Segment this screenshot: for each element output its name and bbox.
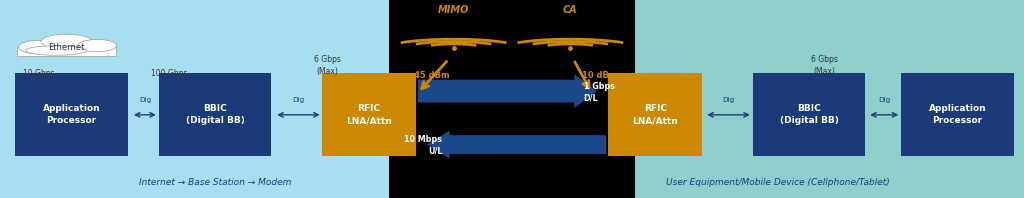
- Polygon shape: [0, 0, 435, 198]
- Text: CA: CA: [563, 5, 578, 15]
- Text: Dig: Dig: [723, 97, 734, 103]
- FancyArrow shape: [427, 131, 606, 158]
- Text: 6 Gbps: 6 Gbps: [811, 55, 838, 64]
- Text: U/L: U/L: [428, 147, 442, 156]
- Text: Application
Processor: Application Processor: [929, 104, 986, 125]
- Text: MIMO: MIMO: [438, 5, 469, 15]
- Text: 10 dBm: 10 dBm: [582, 71, 617, 80]
- Text: (Max): (Max): [316, 67, 339, 76]
- Text: Dig: Dig: [293, 97, 304, 103]
- Text: 45 dBm: 45 dBm: [415, 71, 450, 80]
- Ellipse shape: [78, 39, 117, 52]
- Text: RFIC
LNA/Attn: RFIC LNA/Attn: [346, 104, 391, 125]
- Text: Application
Processor: Application Processor: [43, 104, 100, 125]
- Polygon shape: [389, 0, 635, 198]
- Text: Dig: Dig: [139, 97, 151, 103]
- Bar: [901, 73, 1014, 156]
- Text: Internet → Base Station → Modem: Internet → Base Station → Modem: [139, 178, 291, 187]
- Bar: [159, 73, 271, 156]
- Bar: [322, 73, 416, 156]
- Ellipse shape: [26, 46, 87, 55]
- Text: 6 Gbps: 6 Gbps: [314, 55, 341, 64]
- Text: Dig: Dig: [879, 97, 890, 103]
- Bar: [608, 73, 702, 156]
- Text: BBIC
(Digital BB): BBIC (Digital BB): [185, 104, 245, 125]
- Bar: [15, 73, 128, 156]
- Text: 100 Gbps: 100 Gbps: [151, 69, 187, 78]
- Ellipse shape: [41, 34, 92, 49]
- Text: Ethernet: Ethernet: [48, 43, 85, 52]
- Polygon shape: [517, 0, 1024, 198]
- Ellipse shape: [18, 40, 57, 54]
- Text: (Max): (Max): [813, 67, 836, 76]
- Text: User Equipment/Mobile Device (Cellphone/Tablet): User Equipment/Mobile Device (Cellphone/…: [667, 178, 890, 187]
- Text: BBIC
(Digital BB): BBIC (Digital BB): [779, 104, 839, 125]
- Bar: [753, 73, 865, 156]
- Text: RFIC
LNA/Attn: RFIC LNA/Attn: [633, 104, 678, 125]
- Text: 10 Gbps: 10 Gbps: [24, 69, 54, 78]
- Text: D/L: D/L: [584, 93, 598, 103]
- Text: 10 Mbps: 10 Mbps: [404, 135, 442, 144]
- FancyArrow shape: [418, 74, 597, 108]
- Text: 1 Gbps: 1 Gbps: [584, 82, 614, 91]
- Bar: [17, 47, 116, 56]
